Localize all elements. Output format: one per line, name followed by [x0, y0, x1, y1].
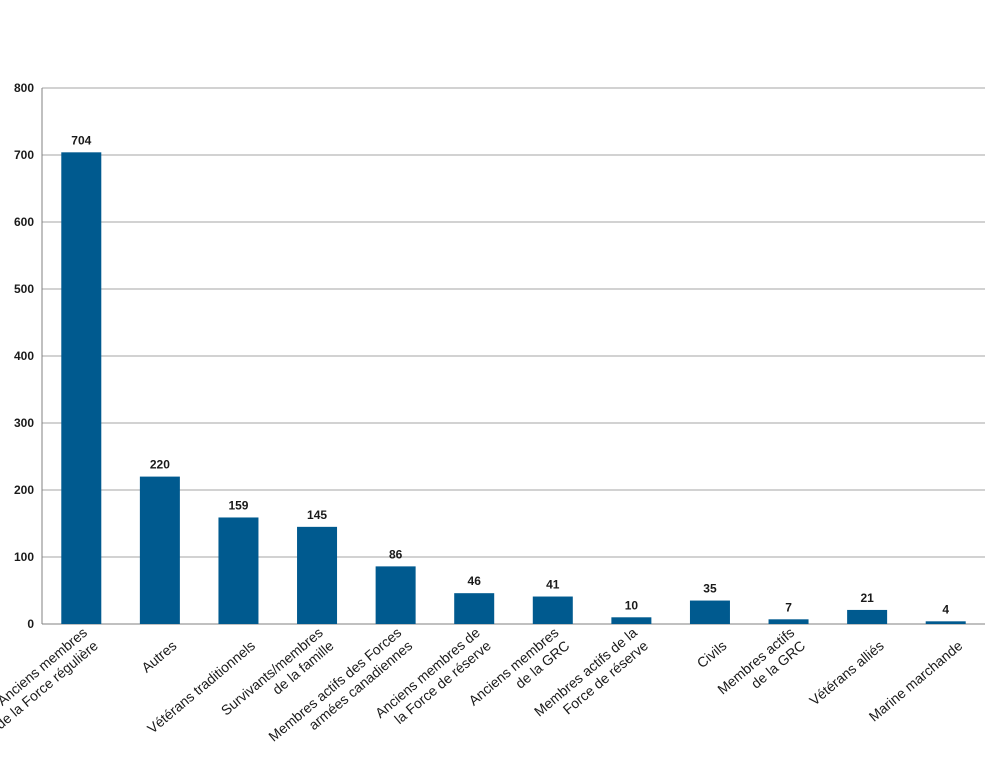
y-tick-label: 100	[14, 550, 34, 564]
y-tick-label: 600	[14, 215, 34, 229]
data-label: 35	[703, 582, 717, 596]
bar	[61, 152, 102, 624]
y-tick-label: 200	[14, 483, 34, 497]
y-tick-label: 800	[14, 81, 34, 95]
data-label: 159	[228, 498, 248, 512]
data-label: 704	[71, 133, 91, 147]
data-label: 41	[546, 578, 560, 592]
x-tick-label: Civils	[694, 637, 730, 671]
x-tick-label: Vétérans alliés	[806, 637, 887, 708]
data-label: 10	[625, 598, 639, 612]
data-label: 86	[389, 547, 403, 561]
x-tick-label: Autres	[138, 637, 179, 675]
x-tick-label: Anciens membresde la Force régulière	[0, 624, 101, 732]
bar	[297, 526, 338, 624]
bar	[454, 593, 495, 624]
data-label: 46	[468, 574, 482, 588]
bar	[611, 617, 652, 624]
y-tick-label: 400	[14, 349, 34, 363]
x-tick-label: Membres actifsde la GRC	[714, 624, 808, 710]
bar	[689, 600, 730, 624]
data-label: 7	[785, 600, 792, 614]
bar	[139, 476, 180, 624]
data-label: 21	[860, 591, 874, 605]
y-tick-label: 300	[14, 416, 34, 430]
bar	[218, 517, 259, 624]
y-tick-label: 500	[14, 282, 34, 296]
bar	[532, 596, 573, 624]
data-label: 145	[307, 508, 327, 522]
x-tick-label-line: Vétérans alliés	[806, 637, 887, 708]
data-label: 4	[942, 602, 949, 616]
x-tick-label-line: Autres	[138, 637, 179, 675]
bar	[375, 566, 416, 624]
bar	[768, 619, 809, 624]
data-label: 220	[150, 458, 170, 472]
y-tick-label: 0	[27, 617, 34, 631]
bar	[847, 609, 888, 624]
bar	[925, 621, 966, 624]
y-tick-label: 700	[14, 148, 34, 162]
x-tick-label-line: Civils	[694, 637, 730, 671]
